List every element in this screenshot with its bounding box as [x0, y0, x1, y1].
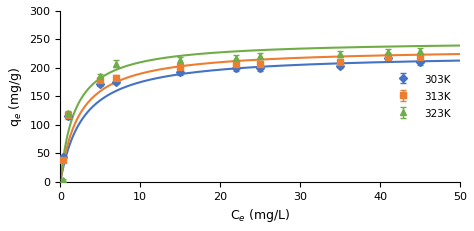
X-axis label: C$_e$ (mg/L): C$_e$ (mg/L): [230, 207, 291, 224]
Legend: 303K, 313K, 323K: 303K, 313K, 323K: [385, 70, 455, 123]
Y-axis label: q$_e$ (mg/g): q$_e$ (mg/g): [7, 66, 24, 127]
